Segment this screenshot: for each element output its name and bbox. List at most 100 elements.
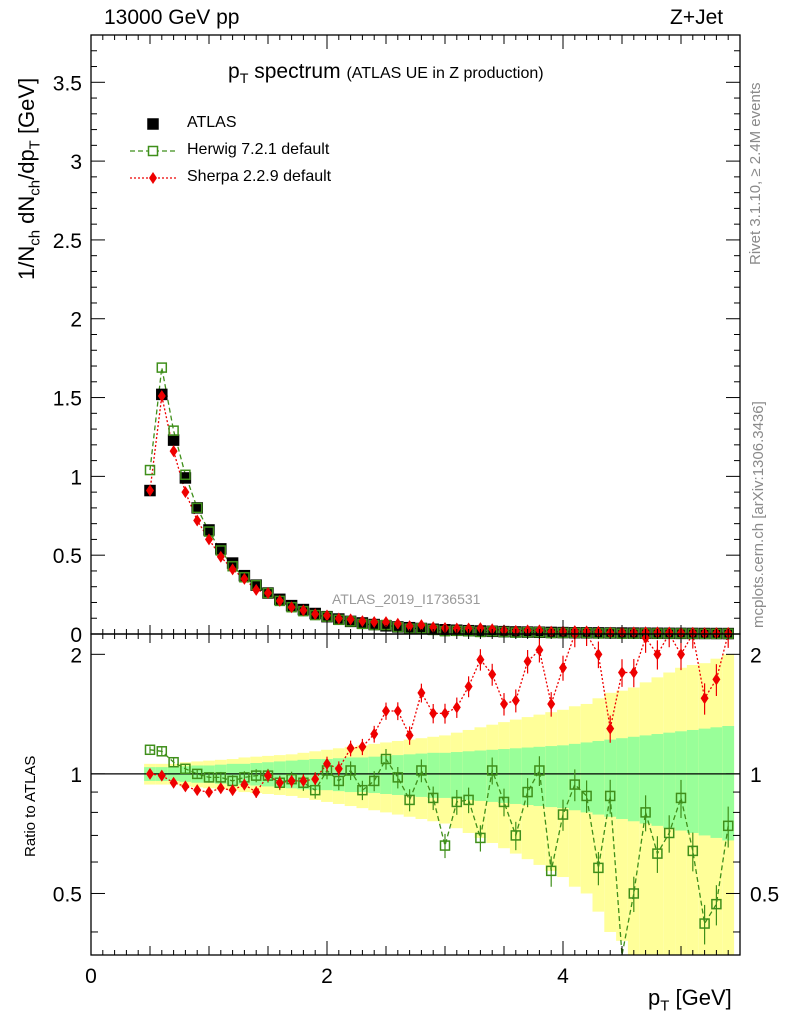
- band-inner-30: [498, 749, 510, 803]
- herwig-ratio-point-39: [604, 790, 616, 802]
- sherpa-point-13: [299, 604, 308, 617]
- legend-sherpa-marker: [149, 172, 157, 184]
- sherpa-ratio-point-33: [535, 644, 544, 657]
- sherpa-ratio-point-22: [405, 729, 414, 742]
- sherpa-point-4: [193, 514, 202, 527]
- x-tick-label-0: 0: [85, 965, 97, 988]
- band-inner-31: [509, 748, 522, 804]
- sherpa-point-10: [264, 587, 272, 600]
- x-tick-label-4: 4: [557, 965, 569, 988]
- herwig-ratio-point-32: [522, 786, 533, 798]
- x-axis-label: pT [GeV]: [648, 985, 732, 1015]
- sherpa-ratio-point-32: [523, 655, 532, 668]
- sherpa-ratio-point-20: [382, 704, 390, 717]
- sherpa-ratio-point-28: [476, 653, 485, 666]
- sherpa-point-5: [205, 533, 213, 546]
- sherpa-ratio-point-38: [594, 648, 603, 661]
- sherpa-point-2: [169, 445, 178, 458]
- herwig-ratio-point-1: [156, 746, 168, 757]
- sherpa-ratio-point-24: [429, 707, 438, 720]
- sherpa-point-23: [417, 619, 426, 632]
- band-outer-41: [627, 687, 640, 955]
- ratio-tick-label-right-2: 2: [750, 644, 762, 667]
- ratio-tick-label-left-0.5: 0.5: [53, 883, 82, 906]
- herwig-ratio-point-20: [380, 753, 392, 765]
- herwig-ratio-point-18: [357, 784, 368, 796]
- herwig-ratio-point-36: [569, 779, 581, 790]
- band-inner-43: [651, 734, 664, 826]
- band-inner-46: [686, 729, 699, 833]
- sherpa-point-16: [334, 612, 343, 625]
- y-tick-label-2: 2: [70, 309, 82, 332]
- sherpa-point-26: [452, 622, 461, 635]
- sherpa-ratio-point-27: [464, 680, 473, 693]
- tick-labels: 0 2 400.511.522.533.50.5 0.51 12 2: [53, 72, 779, 988]
- sherpa-ratio-point-8: [240, 778, 249, 791]
- band-inner-24: [427, 752, 440, 798]
- legend-herwig-marker: [147, 145, 159, 157]
- mcplots-label: mcplots.cern.ch [arXiv:1306.3436]: [750, 401, 767, 628]
- y-tick-label-0.5: 0.5: [53, 545, 82, 568]
- herwig-ratio-point-22: [404, 794, 415, 806]
- sherpa-ratio-point-31: [511, 694, 520, 707]
- herwig-ratio-point-24: [427, 792, 439, 804]
- atlas-point-4: [191, 502, 203, 514]
- herwig-ratio-point-45: [675, 792, 687, 804]
- band-inner-42: [639, 735, 652, 824]
- band-inner-28: [474, 750, 487, 801]
- y-tick-label-1.5: 1.5: [53, 388, 82, 411]
- y-tick-label-2.5: 2.5: [53, 230, 82, 253]
- sherpa-point-7: [228, 563, 237, 576]
- herwig-ratio-point-17: [345, 765, 356, 776]
- herwig-ratio-point-48: [711, 898, 722, 910]
- sherpa-ratio-point-34: [547, 697, 556, 710]
- herwig-ratio-point-38: [593, 862, 604, 874]
- sherpa-ratio-point-13: [299, 774, 308, 787]
- sherpa-point-14: [311, 608, 320, 621]
- band-inner-34: [545, 746, 558, 808]
- herwig-point-2: [168, 425, 179, 436]
- herwig-ratio-point-25: [439, 840, 451, 851]
- sherpa-ratio-point-12: [287, 774, 296, 787]
- herwig-ratio-point-44: [663, 827, 675, 839]
- ratio-frame: [90, 633, 741, 956]
- sherpa-point-11: [275, 594, 284, 607]
- sherpa-ratio-point-9: [252, 786, 261, 799]
- sherpa-point-1: [157, 389, 166, 402]
- main-y-axis-label: 1/Nch dNch/dpT [GeV]: [14, 77, 44, 280]
- y-tick-label-1: 1: [70, 466, 82, 489]
- herwig-ratio-point-31: [510, 830, 522, 841]
- sherpa-ratio-point-14: [311, 773, 320, 786]
- band-inner-37: [580, 742, 593, 813]
- ratio-tick-label-right-1: 1: [750, 764, 762, 787]
- legend-atlas-marker: [147, 118, 159, 130]
- sherpa-ratio-point-11: [275, 776, 284, 789]
- herwig-ratio-point-28: [475, 832, 486, 844]
- legend-herwig: Herwig 7.2.1 default: [187, 141, 330, 158]
- herwig-ratio-point-27: [463, 794, 474, 806]
- sherpa-ratio-point-6: [216, 782, 225, 795]
- herwig-point-3: [180, 469, 191, 481]
- herwig-ratio-point-29: [486, 765, 498, 776]
- sherpa-ratio-point-41: [629, 666, 638, 679]
- herwig-ratio-point-26: [451, 796, 463, 808]
- analysis-id: ATLAS_2019_I1736531: [332, 591, 481, 607]
- band-inner-49: [722, 725, 735, 841]
- herwig-point-4: [191, 502, 203, 514]
- sherpa-ratio-point-17: [346, 742, 355, 755]
- y-tick-label-3: 3: [70, 151, 82, 174]
- herwig-ratio-point-49: [722, 820, 734, 832]
- sherpa-point-27: [464, 622, 473, 635]
- band-inner-25: [439, 752, 451, 798]
- sherpa-ratio-point-30: [500, 697, 508, 710]
- sherpa-ratio-point-26: [452, 701, 461, 714]
- sherpa-ratio-point-43: [653, 648, 662, 661]
- herwig-ratio-point-14: [309, 784, 321, 796]
- y-tick-label-3.5: 3.5: [53, 72, 82, 95]
- axis-ticks: [90, 34, 741, 955]
- sherpa-ratio-point-1: [157, 769, 166, 782]
- herwig-ratio-point-47: [699, 918, 710, 929]
- rivet-label: Rivet 3.1.10, ≥ 2.4M events: [747, 82, 764, 266]
- legend-atlas: ATLAS: [187, 114, 237, 131]
